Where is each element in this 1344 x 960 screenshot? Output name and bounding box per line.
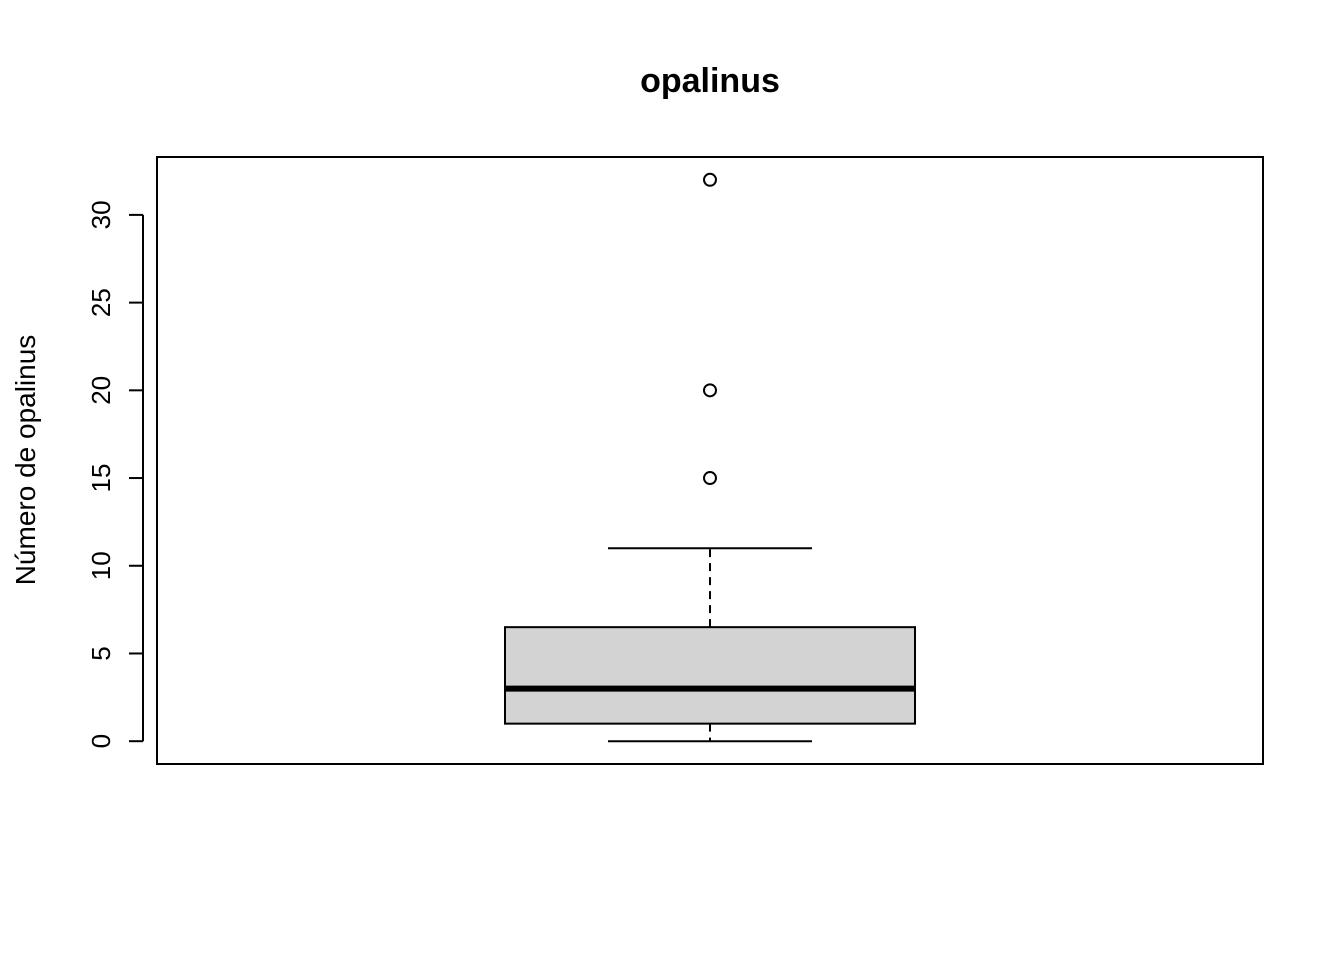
y-tick-label: 0 (86, 734, 116, 748)
y-axis: 0 5 10 15 20 25 30 (86, 200, 144, 748)
iqr-box (504, 626, 916, 725)
y-tick-label: 30 (86, 200, 116, 229)
boxplot-group (504, 172, 916, 743)
y-tick-label: 10 (86, 551, 116, 580)
y-tick-label: 15 (86, 464, 116, 493)
y-tick-label: 20 (86, 376, 116, 405)
chart-title: opalinus (640, 62, 780, 100)
y-axis-label: Número de opalinus (10, 335, 41, 586)
y-tick-label: 25 (86, 288, 116, 317)
outlier-point (703, 172, 717, 187)
y-tick-label: 5 (86, 646, 116, 660)
outlier-point (703, 471, 717, 486)
plot-frame (156, 156, 1264, 765)
outlier-point (703, 383, 717, 398)
